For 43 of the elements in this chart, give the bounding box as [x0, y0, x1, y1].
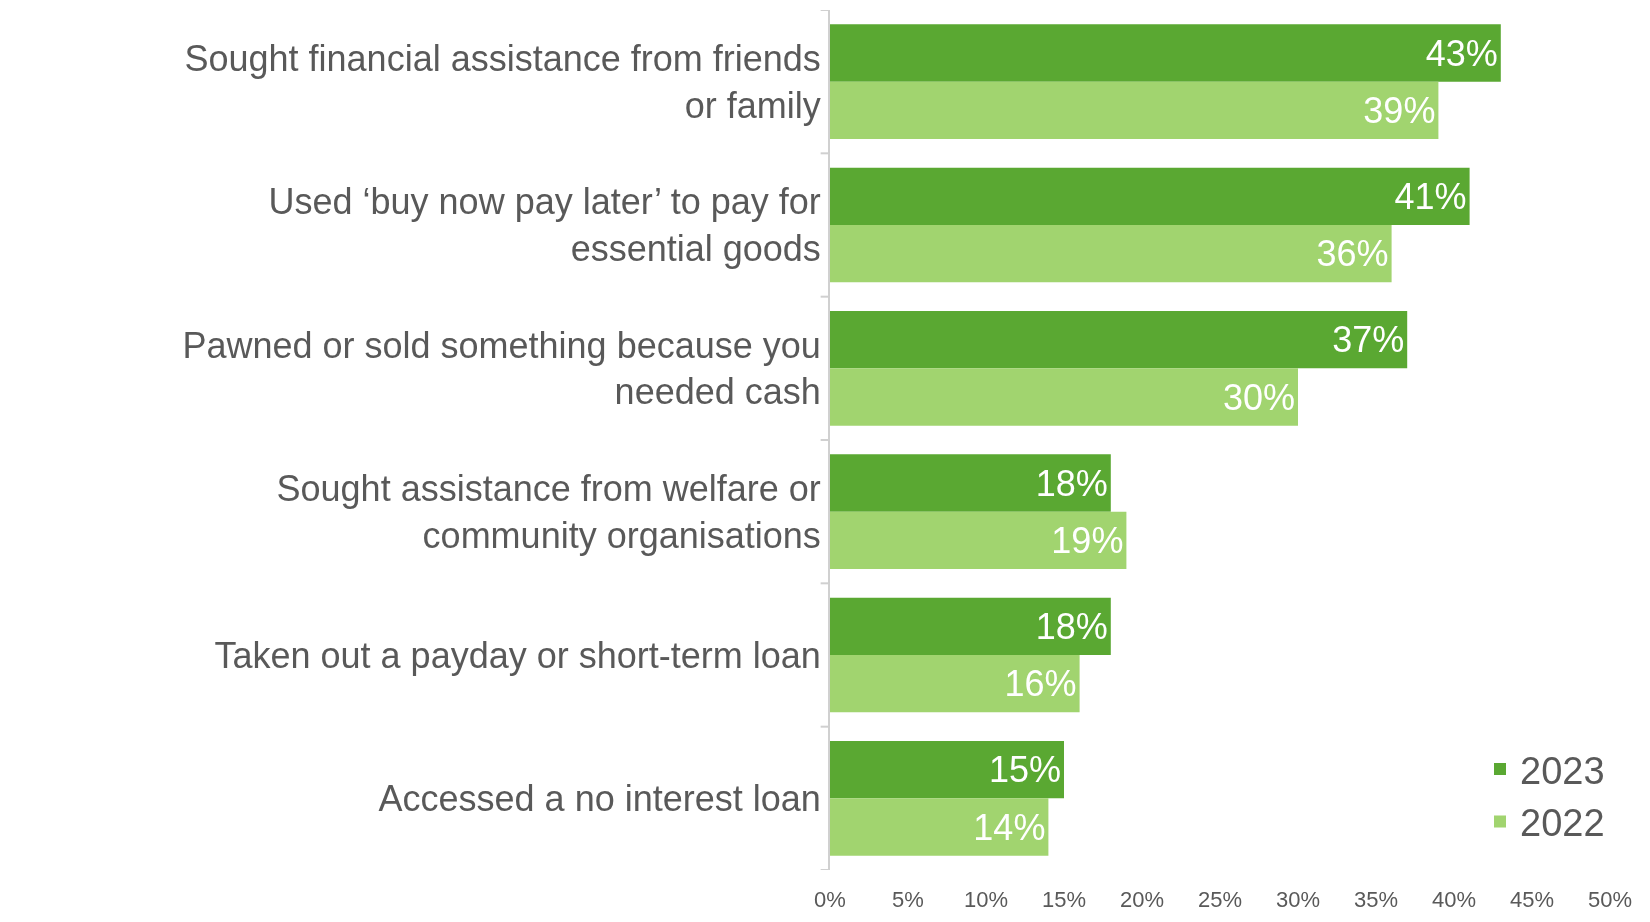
data-label: 19% [1051, 519, 1124, 561]
x-tick-label: 10% [963, 887, 1009, 913]
y-tick-label: Sought financial assistance from friends or family [184, 37, 821, 126]
bar [830, 511, 1127, 569]
y-tick-label: Pawned or sold something because you needed cash [182, 324, 821, 413]
x-tick-label: 0% [814, 887, 846, 913]
x-tick-label: 5% [892, 887, 924, 913]
bar [830, 311, 1408, 369]
bar [830, 368, 1298, 426]
data-label: 36% [1316, 233, 1389, 275]
x-tick-label: 25% [1197, 887, 1243, 913]
bar [830, 655, 1080, 713]
bar [830, 81, 1439, 139]
data-label: 37% [1332, 319, 1405, 361]
x-tick-label: 20% [1119, 887, 1165, 913]
bar [830, 798, 1049, 856]
data-label: 15% [988, 749, 1061, 791]
y-tick-label: Taken out a payday or short-term loan [214, 634, 821, 676]
bar [830, 597, 1111, 655]
data-label: 30% [1222, 376, 1295, 418]
legend-label: 2022 [1520, 802, 1605, 845]
x-tick-label: 45% [1509, 887, 1555, 913]
bar [830, 225, 1392, 283]
x-tick-label: 50% [1587, 887, 1633, 913]
data-label: 18% [1035, 462, 1108, 504]
data-label: 39% [1363, 89, 1436, 131]
x-tick-label: 40% [1431, 887, 1477, 913]
bar [830, 24, 1501, 82]
bar [830, 454, 1111, 512]
bar [830, 167, 1470, 225]
y-tick-label: Used ‘buy now pay later’ to pay for essential goods [268, 181, 821, 269]
x-tick-label: 35% [1353, 887, 1399, 913]
data-label: 18% [1035, 605, 1108, 647]
x-tick-label: 15% [1041, 887, 1087, 913]
data-label: 16% [1004, 663, 1077, 705]
bar [830, 741, 1064, 799]
x-tick-label: 30% [1275, 887, 1321, 913]
y-tick-label: Accessed a no interest loan [378, 777, 821, 819]
data-label: 41% [1394, 175, 1467, 217]
legend-label: 2023 [1520, 749, 1605, 792]
data-label: 43% [1425, 32, 1498, 74]
y-tick-label: Sought assistance from welfare or community organisations [276, 467, 821, 556]
data-label: 14% [973, 806, 1046, 848]
